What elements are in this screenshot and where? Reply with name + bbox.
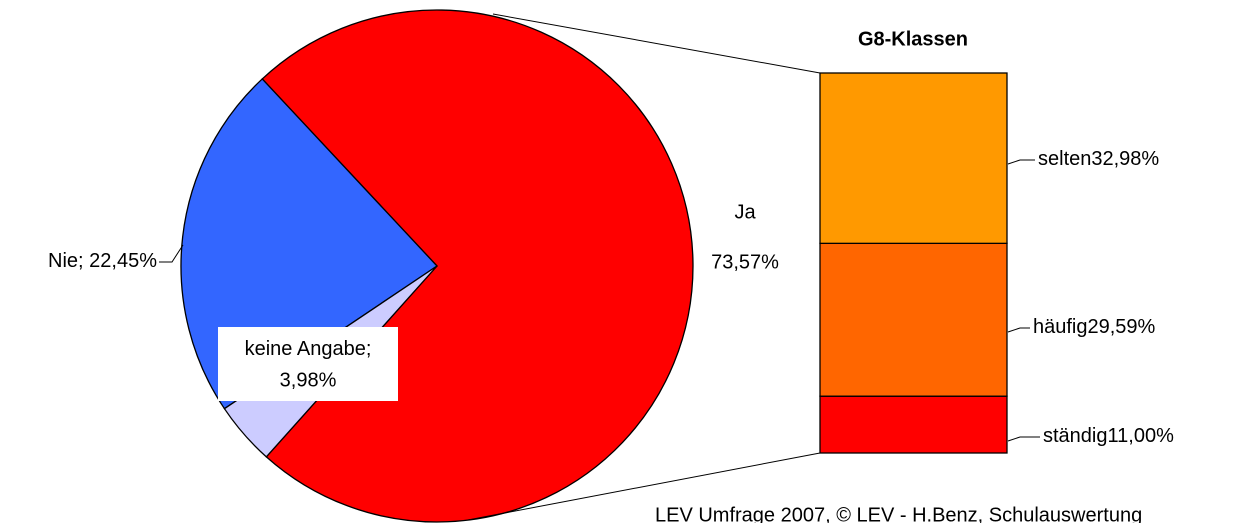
footer: LEV Umfrage 2007, © LEV - H.Benz, Schula… [655,504,1142,523]
connector-line [467,452,821,521]
bar-segment [819,242,1008,397]
label-part: 22,45% [89,250,157,272]
slice-label: Ja [734,201,756,223]
label-part: selten [1038,148,1091,170]
leader-line [159,244,184,263]
label-part: 32,98% [1091,148,1159,170]
label-separator: ; [366,338,372,360]
bar-segment [819,72,1008,244]
pie-slice [180,78,438,410]
leader-line [1007,159,1035,165]
label-part: 29,59% [1088,316,1156,338]
connector-line [492,13,821,74]
segment-label: ständig11,00% [1043,425,1174,447]
label-part: keine Angabe [245,338,366,360]
slice-label: Nie; 22,45% [48,250,157,272]
slice-value-label: 73,57% [711,251,779,273]
leader-line [1007,436,1040,442]
label-part: 11,00% [1108,425,1175,447]
bar-title: G8-Klassen [858,28,968,50]
slice-value-label: 3,98% [280,369,337,391]
label-part: Nie [48,250,78,272]
slice-label: keine Angabe; [245,338,372,360]
bar-segment [819,395,1008,454]
segment-label: selten32,98% [1038,148,1159,170]
label-part: häufig [1033,316,1088,338]
segment-label: häufig29,59% [1033,316,1156,338]
label-separator: ; [78,250,89,272]
leader-line [1007,327,1030,333]
label-part: ständig [1043,425,1108,447]
label-box [218,327,398,401]
